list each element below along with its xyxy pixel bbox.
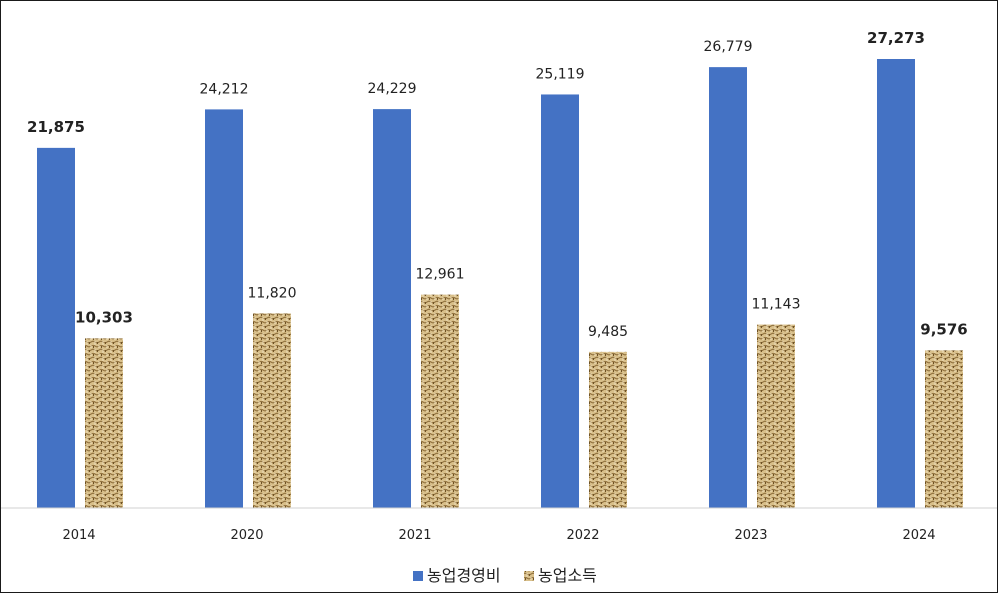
bar-management-cost-2021 [373, 109, 411, 508]
x-tick-label-2014: 2014 [62, 528, 95, 543]
legend: 농업경영비 농업소득 [413, 566, 597, 585]
data-label-farm-income-2023: 11,143 [752, 297, 801, 313]
data-label-farm-income-2021: 12,961 [416, 267, 465, 283]
x-tick-label-2022: 2022 [566, 528, 599, 543]
legend-swatch-management-cost [413, 571, 423, 581]
bar-management-cost-2024 [877, 59, 915, 508]
x-tick-label-2024: 2024 [902, 528, 935, 543]
legend-swatch-farm-income [524, 571, 534, 581]
x-axis-ticks: 2014 2020 2021 2022 2023 2024 [62, 528, 935, 543]
data-label-management-cost-2014: 21,875 [27, 118, 85, 136]
bar-farm-income-2023 [757, 324, 795, 508]
data-label-management-cost-2021: 24,229 [368, 81, 417, 97]
bar-farm-income-2020 [253, 313, 291, 508]
bar-farm-income-2021 [421, 294, 459, 508]
bar-farm-income-2022 [589, 351, 627, 508]
data-label-management-cost-2020: 24,212 [200, 81, 249, 97]
x-tick-label-2023: 2023 [734, 528, 767, 543]
x-tick-label-2021: 2021 [398, 528, 431, 543]
bar-farm-income-2014 [85, 338, 123, 508]
bar-farm-income-2024 [925, 350, 963, 508]
data-label-farm-income-2024: 9,576 [920, 320, 967, 338]
data-label-farm-income-2022: 9,485 [588, 324, 628, 340]
legend-label-management-cost: 농업경영비 [427, 566, 501, 585]
data-label-farm-income-2020: 11,820 [248, 285, 297, 301]
data-label-management-cost-2023: 26,779 [704, 39, 753, 55]
legend-label-farm-income: 농업소득 [538, 566, 597, 585]
bar-management-cost-2020 [205, 109, 243, 508]
data-label-management-cost-2022: 25,119 [536, 66, 585, 82]
bar-management-cost-2014 [37, 147, 75, 509]
data-label-farm-income-2014: 10,303 [75, 308, 133, 326]
data-label-management-cost-2024: 27,273 [867, 29, 925, 47]
bar-management-cost-2022 [541, 94, 579, 508]
bar-management-cost-2023 [709, 67, 747, 508]
plot-area: 21,875 10,303 24,212 11,820 24,229 12,961 25,1… [27, 29, 968, 509]
x-tick-label-2020: 2020 [230, 528, 263, 543]
